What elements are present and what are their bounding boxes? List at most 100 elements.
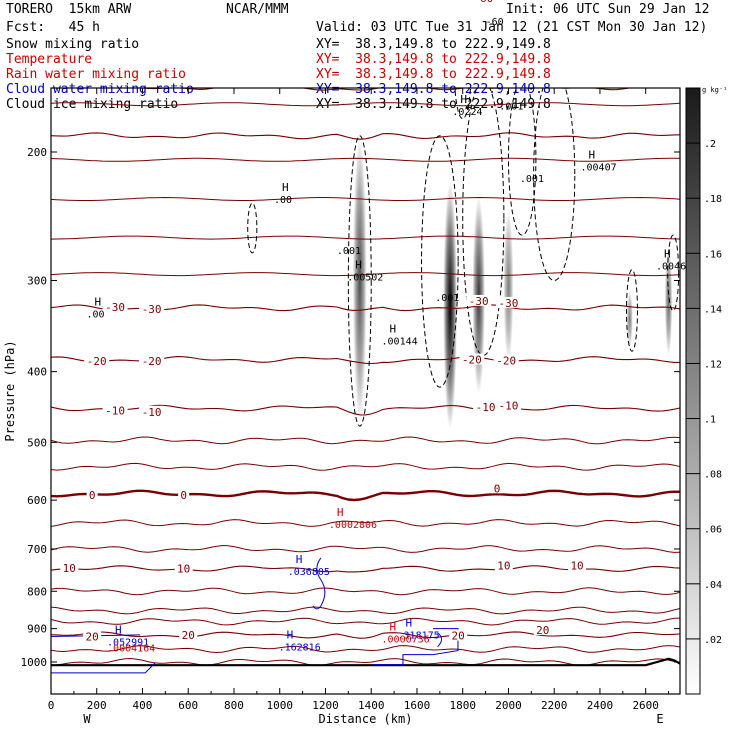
colorbar-tick-label: .02 (704, 635, 722, 646)
ice-contour-label: -60 (486, 17, 504, 28)
isotherm-label-bg (83, 630, 102, 642)
isotherm-line-lower (51, 436, 680, 445)
cloud-water-contour (372, 628, 459, 666)
model-label: TORERO 15km ARW (6, 2, 132, 17)
isotherm-line-upper (51, 80, 680, 83)
isotherm-label: -30 (469, 295, 489, 308)
field-name-rain: Rain water mixing ratio (6, 67, 187, 82)
ice-contour (507, 88, 537, 236)
x-tick-label: 1600 (404, 699, 431, 712)
isotherm-line-lower (51, 617, 680, 626)
axes: 0 200 400 600 800 1000 1200 1400 1600 1800 2000 220… (3, 87, 681, 726)
plot-frame (50, 87, 681, 695)
x-tick-label: 1200 (312, 699, 339, 712)
isotherm-label-bg (60, 561, 79, 573)
isotherm-label: -10 (105, 404, 125, 417)
isotherm-label-bg (493, 354, 519, 366)
isotherm-label-bg (449, 629, 468, 641)
snow-plume (664, 247, 673, 356)
field-name-temperature: Temperature (6, 52, 93, 67)
snow-plume (443, 182, 458, 430)
x-tick-label: 400 (133, 699, 153, 712)
ice-contour-label: .001 (337, 246, 361, 257)
isotherm-label: -30 (105, 301, 125, 314)
isotherm-line-lower (51, 587, 680, 596)
isotherm-label: -20 (496, 354, 516, 367)
snow-plume (626, 290, 633, 347)
isotherm-label: 10 (177, 562, 190, 575)
isotherm-line (51, 631, 680, 639)
ice-contour (347, 135, 372, 427)
isotherm-label-bg (491, 482, 503, 494)
cloud-water-contour (437, 632, 443, 648)
extremum-marker: H (94, 295, 101, 308)
extremum-value: .052991 (107, 638, 149, 649)
center-label: NCAR/MMM (226, 2, 289, 17)
y-tick-label: 200 (27, 146, 47, 159)
extremum-value: .00 (86, 309, 104, 320)
isotherm-label: -20 (87, 355, 107, 368)
isotherm-label-bg (568, 559, 587, 571)
colorbar-unit: g kg⁻¹ (702, 86, 727, 94)
extremum-value: .00502 (347, 272, 383, 283)
colorbar-tick-label: .16 (704, 249, 722, 260)
x-tick-label: 0 (48, 699, 55, 712)
ice-contour (625, 269, 638, 352)
ice-contour-label: .001 (499, 102, 523, 113)
isotherm-label: 20 (536, 624, 549, 637)
extremum-marker: H (390, 322, 397, 335)
y-axis-label: Pressure (hPa) (3, 340, 17, 441)
valid-label: Valid: 03 UTC Tue 31 Jan 12 (21 CST Mon … (316, 20, 708, 35)
colorbar-tick-label: .18 (704, 194, 722, 205)
extremum-value: .0224 (452, 107, 482, 118)
isotherm-label: 10 (497, 560, 510, 573)
isotherm-label-bg (102, 404, 128, 416)
isotherm-label: 10 (63, 562, 76, 575)
colorbar-tick-label: .1 (704, 415, 716, 426)
x-tick-label: 1000 (266, 699, 293, 712)
ice-contour (421, 135, 459, 388)
isotherm-line-lower (51, 645, 680, 654)
extremum-marker: H (337, 506, 344, 519)
x-tick-label: 2200 (541, 699, 568, 712)
y-tick-label: 1000 (21, 656, 48, 669)
isotherm-label-bg (459, 353, 485, 365)
x-tick-label: 800 (224, 699, 244, 712)
colorbar-tick-label: .14 (704, 304, 722, 315)
colorbar: .02 .04 .06 .08 .1 .12 .14 .16 .18 .2 g kg⁻¹ (685, 86, 727, 695)
ice-contour (462, 88, 505, 356)
x-tick-label: 600 (178, 699, 198, 712)
isotherm-label-bg (495, 296, 521, 308)
isotherm-line (51, 489, 680, 502)
field-xy-rain: XY= 38.3,149.8 to 222.9,149.8 (316, 67, 551, 82)
isotherm-line-lower (51, 606, 680, 615)
isotherm-line-upper (51, 102, 680, 107)
ice-contour (491, 39, 504, 81)
isotherm-label-bg (84, 355, 110, 367)
endpoint-right-label: E (656, 712, 663, 726)
isotherm-line (51, 88, 632, 91)
isotherm-label: 20 (452, 630, 465, 643)
y-tick-label: 700 (27, 543, 47, 556)
extremum-marker: H (589, 148, 596, 161)
isotherm-label: -10 (142, 406, 162, 419)
extremum-value: .162816 (279, 643, 321, 654)
y-tick-label: 500 (27, 436, 47, 449)
isotherm-line-lower (51, 462, 680, 471)
isotherm-line-upper (51, 196, 680, 201)
isotherm-label-bg (139, 355, 165, 367)
isotherm-label: 0 (89, 489, 96, 502)
isotherm-label: 20 (86, 630, 99, 643)
colorbar-tick-label: .06 (704, 525, 722, 536)
isotherm-line (51, 132, 680, 140)
isotherm-label-bg (139, 302, 165, 314)
ice-contours (247, 39, 680, 427)
x-tick-label: 200 (87, 699, 107, 712)
isotherm-line-upper (51, 272, 680, 277)
isotherm-line-lower (51, 519, 680, 527)
field-name-cloud-ice: Cloud ice mixing ratio (6, 97, 179, 112)
extremum-value: .0000736 (382, 634, 430, 645)
extremum-value: .036805 (288, 567, 330, 578)
isotherm-label-bg (179, 628, 198, 640)
